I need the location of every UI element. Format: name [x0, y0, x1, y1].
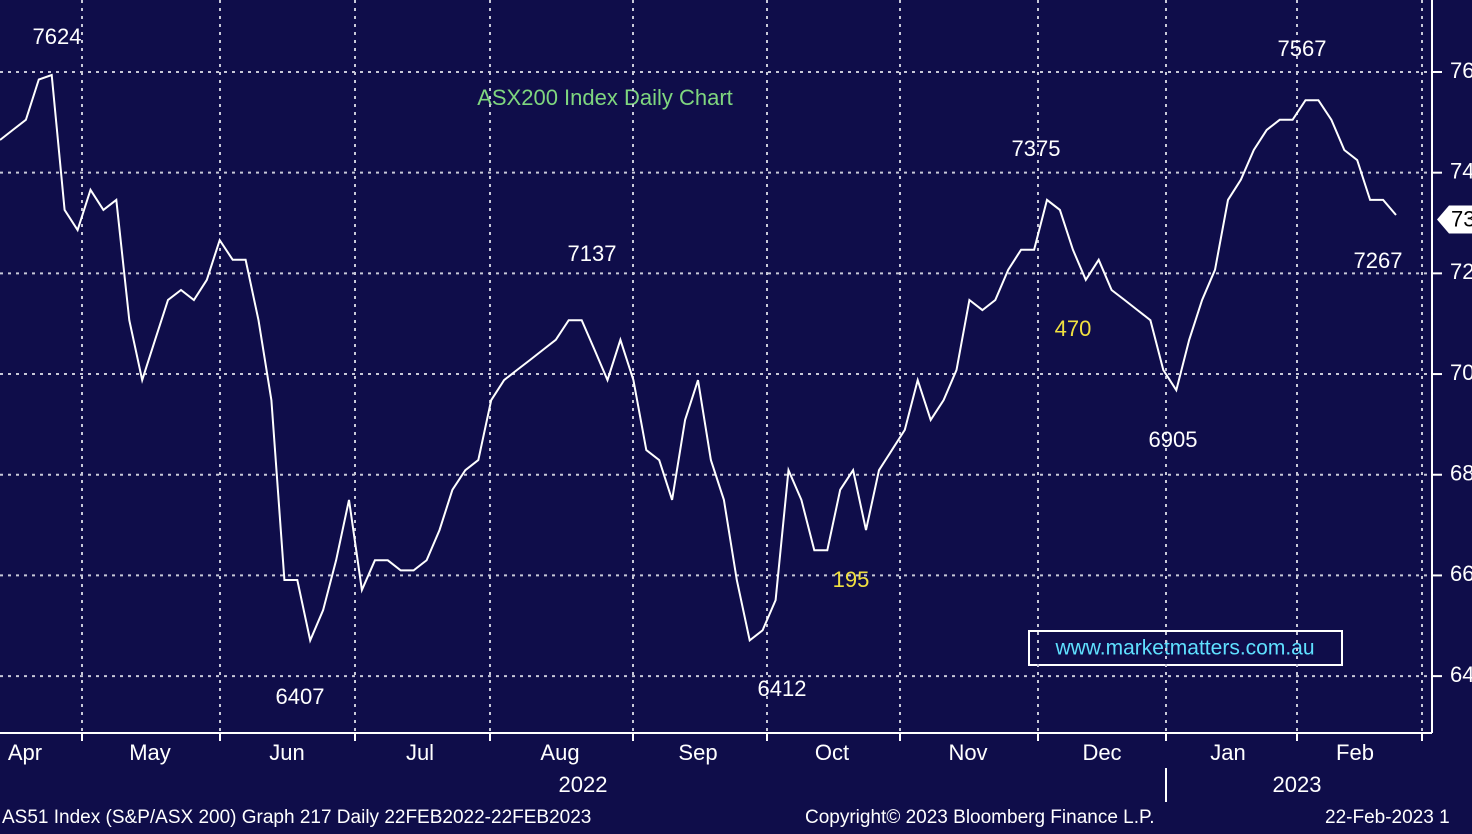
y-tick-label: 7600 — [1450, 58, 1472, 83]
chart-title: ASX200 Index Daily Chart — [477, 85, 733, 110]
price-line — [0, 73, 1397, 644]
annotation: 6905 — [1149, 427, 1198, 452]
watermark-box — [1028, 630, 1343, 666]
x-tick-label: Oct — [815, 740, 849, 765]
y-tick-label: 6600 — [1450, 561, 1472, 586]
footer-left: AS51 Index (S&P/ASX 200) Graph 217 Daily… — [2, 807, 591, 828]
year-label: 2023 — [1273, 772, 1322, 797]
y-tick-label: 6400 — [1450, 662, 1472, 687]
x-tick-label: Jun — [269, 740, 304, 765]
x-tick-label: Aug — [540, 740, 579, 765]
footer-center: Copyright© 2023 Bloomberg Finance L.P. — [805, 807, 1155, 828]
x-tick-label: Jan — [1210, 740, 1245, 765]
annotation: 7567 — [1278, 36, 1327, 61]
y-tick-label: 7200 — [1450, 259, 1472, 284]
year-label: 2022 — [559, 772, 608, 797]
last-price-tag — [1437, 205, 1472, 234]
x-tick-label: Jul — [406, 740, 434, 765]
x-tick-label: Apr — [8, 740, 42, 765]
x-tick-label: Feb — [1336, 740, 1374, 765]
last-price-label: 7307 — [1451, 206, 1472, 231]
annotation: 7137 — [568, 241, 617, 266]
annotation: 7375 — [1012, 136, 1061, 161]
annotation: 195 — [833, 567, 870, 592]
annotation: 7624 — [33, 24, 82, 49]
annotation: 470 — [1055, 316, 1092, 341]
annotation: 6412 — [758, 676, 807, 701]
annotation: 6407 — [276, 684, 325, 709]
x-tick-label: May — [129, 740, 171, 765]
y-tick-label: 6800 — [1450, 461, 1472, 486]
x-tick-label: Nov — [948, 740, 987, 765]
footer-right: 22-Feb-2023 1 — [1325, 807, 1450, 828]
x-tick-label: Sep — [678, 740, 717, 765]
x-tick-label: Dec — [1082, 740, 1121, 765]
annotation: 7267 — [1354, 248, 1403, 273]
watermark: www.marketmatters.com.au — [1054, 637, 1314, 660]
y-tick-label: 7000 — [1450, 360, 1472, 385]
y-tick-label: 7400 — [1450, 158, 1472, 183]
